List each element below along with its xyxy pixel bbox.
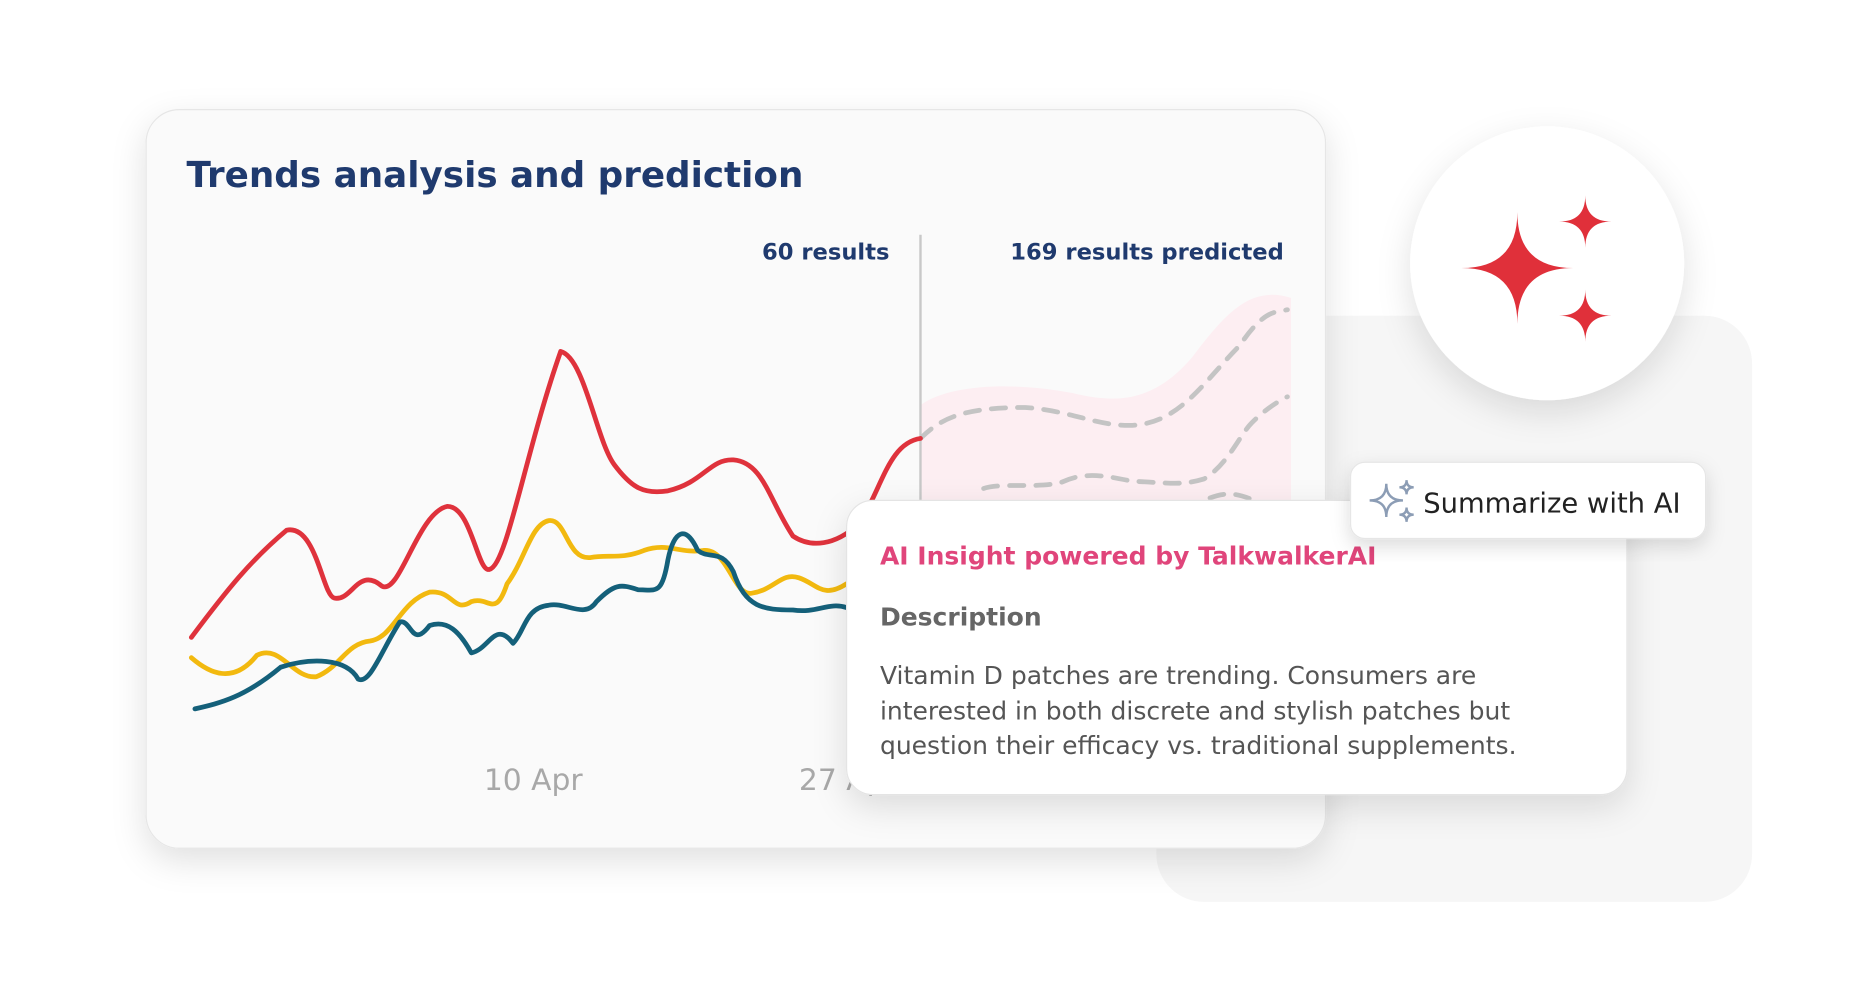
card-title: Trends analysis and prediction [187, 155, 804, 196]
prediction-band [920, 294, 1291, 507]
insight-card: AI Insight powered by TalkwalkerAI Descr… [846, 499, 1628, 796]
prediction-line [1207, 491, 1257, 503]
button-label[interactable]: Summarize with AI [1423, 488, 1680, 519]
insight-text: Vitamin D patches are trending. Consumer… [880, 661, 1476, 690]
sparkle-icon [1369, 480, 1414, 522]
star-icon [1461, 195, 1612, 342]
current-results: 60 results [762, 240, 889, 266]
insight-heading: AI Insight powered by TalkwalkerAI [880, 542, 1376, 571]
predictions [918, 307, 1290, 503]
insight-text: interested in both discrete and stylish … [880, 697, 1510, 726]
summarize-button[interactable]: Summarize with AI [1349, 461, 1707, 540]
prediction-line [918, 307, 1290, 441]
ai-badge [1410, 126, 1685, 401]
button-bg[interactable] [1349, 461, 1707, 540]
x-label: 10 Apr [484, 763, 584, 798]
trend-line [192, 531, 849, 712]
insight-text: question their efficacy vs. traditional … [880, 731, 1517, 760]
badge-bg [1410, 126, 1685, 401]
insight-bg [846, 499, 1628, 796]
trend-line [188, 349, 923, 640]
insight-label: Description [880, 602, 1042, 631]
predicted-results: 169 results predicted [1010, 240, 1284, 266]
prediction-line [981, 394, 1290, 491]
